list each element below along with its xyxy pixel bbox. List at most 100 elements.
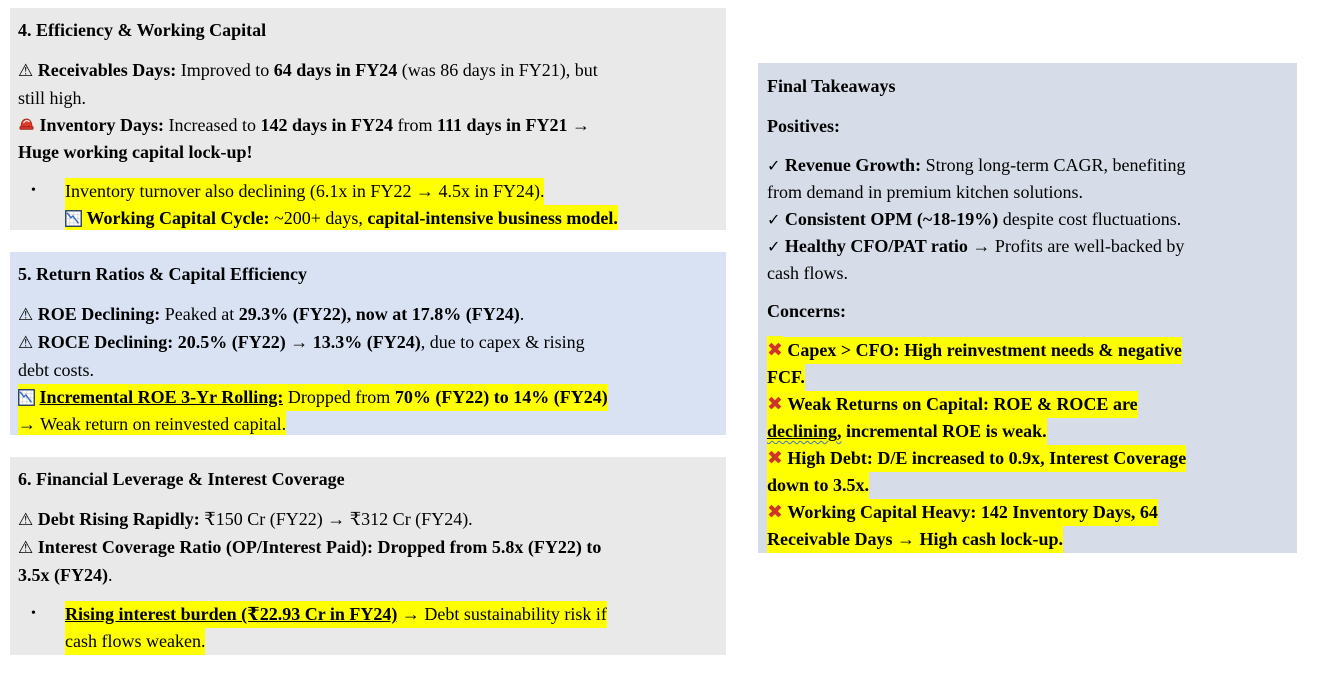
text-run: cash flows weaken. (65, 628, 206, 655)
text-run: 111 days in FY21 → (436, 115, 591, 135)
sub-heading: Positives: (767, 113, 1287, 140)
text-run: 29.3% (FY22), now at 17.8% (FY24) (238, 304, 520, 324)
text-run: Revenue Growth: (784, 155, 922, 175)
text-run: Receivables Days: (37, 60, 177, 80)
text-run (82, 205, 87, 230)
text-run: ROE Declining: (37, 304, 161, 324)
text-run: 3.5x (FY24) (18, 565, 108, 585)
text-run: down to 3.5x. (767, 472, 870, 499)
text-run: 4. Efficiency & Working Capital (18, 20, 267, 40)
text-run: Consistent OPM (~18-19%) (784, 209, 999, 229)
bullet-item: • Rising interest burden (₹22.93 Cr in FY… (18, 601, 714, 655)
text-run (782, 499, 788, 526)
text-run: Inventory Days: (39, 115, 165, 135)
text-run: 64 days in FY24 (273, 60, 398, 80)
section-title: 4. Efficiency & Working Capital (18, 17, 714, 44)
text-run (782, 391, 788, 418)
warning-icon: ⚠ (18, 538, 34, 558)
text-run: , due to capex & rising (420, 332, 585, 352)
bullet-text: Inventory turnover also declining (6.1x … (65, 178, 618, 230)
text-run: incremental ROE is weak. (841, 418, 1047, 445)
warning-icon: ⚠ (18, 333, 34, 353)
section-title: 6. Financial Leverage & Interest Coverag… (18, 466, 714, 493)
text-run: Huge working capital lock-up! (18, 142, 253, 162)
paragraph: ✖ Capex > CFO: High reinvestment needs &… (767, 336, 1287, 553)
text-run (782, 445, 788, 472)
text-run: FCF. (767, 364, 805, 391)
text-run: Peaked at (160, 304, 239, 324)
text-run: Healthy CFO/PAT ratio (784, 236, 968, 256)
text-run: 6. Financial Leverage & Interest Coverag… (18, 469, 345, 489)
text-run: Capex > CFO: High reinvestment needs & n… (787, 337, 1182, 364)
text-run: → Debt sustainability risk if (397, 601, 607, 628)
text-run: Concerns: (767, 301, 846, 321)
text-run: Interest Coverage Ratio (OP/Interest Pai… (37, 537, 602, 557)
chartdown-icon (18, 384, 35, 412)
warning-icon: ⚠ (18, 61, 34, 81)
text-run: 5. Return Ratios & Capital Efficiency (18, 264, 307, 284)
check-icon: ✓ (767, 156, 781, 175)
cross-icon: ✖ (767, 444, 783, 473)
text-run: debt costs. (18, 360, 94, 380)
bullet-item: • Inventory turnover also declining (6.1x… (18, 178, 714, 230)
text-run: . (107, 565, 113, 585)
text-run: (was 86 days in FY21), but (397, 60, 598, 80)
paragraph: ✓ Revenue Growth: Strong long-term CAGR,… (767, 152, 1287, 287)
text-run (782, 337, 788, 364)
text-run: Dropped from (283, 384, 395, 411)
text-run: capital-intensive business model. (367, 205, 618, 230)
bullet-text: Rising interest burden (₹22.93 Cr in FY2… (65, 601, 607, 655)
text-run: ~200+ days, (269, 205, 368, 230)
text-run: Positives: (767, 116, 840, 136)
paragraph: ⚠ Debt Rising Rapidly: ₹150 Cr (FY22) → … (18, 506, 714, 589)
text-run: 70% (FY22) to 14% (FY24) (394, 384, 608, 411)
text-run: declining, (767, 418, 842, 445)
paragraph: ⚠ ROE Declining: Peaked at 29.3% (FY22),… (18, 301, 714, 435)
check-icon: ✓ (767, 210, 781, 229)
bullet-marker: • (31, 606, 36, 621)
text-run: from demand in premium kitchen solutions… (767, 182, 1083, 202)
text-run: cash flows. (767, 263, 848, 283)
text-run (35, 384, 40, 411)
text-run: Incremental ROE 3-Yr Rolling: (39, 384, 284, 411)
text-run: → Profits are well-backed by (967, 236, 1185, 256)
cross-icon: ✖ (767, 390, 783, 419)
bullet-marker: • (31, 183, 36, 198)
text-run: Receivable Days → High cash lock-up. (767, 526, 1064, 553)
cross-icon: ✖ (767, 498, 783, 527)
sub-heading: Concerns: (767, 298, 1287, 325)
text-run: Working Capital Cycle: (86, 205, 270, 230)
section-financial-leverage-interest-coverage: 6. Financial Leverage & Interest Coverag… (10, 457, 726, 655)
text-run: Final Takeaways (767, 76, 896, 96)
text-run: 142 days in FY24 (260, 115, 393, 135)
text-run: High Debt: D/E increased to 0.9x, Intere… (787, 445, 1187, 472)
chartdown-icon (65, 205, 82, 230)
paragraph: ⚠ Receivables Days: Improved to 64 days … (18, 57, 714, 166)
text-run: from (392, 115, 437, 135)
section-return-ratios-capital-efficiency: 5. Return Ratios & Capital Efficiency ⚠ R… (10, 252, 726, 435)
section-final-takeaways: Final Takeaways Positives: ✓ Revenue Growt… (758, 63, 1297, 553)
section-title: 5. Return Ratios & Capital Efficiency (18, 261, 714, 288)
text-run: Improved to (176, 60, 274, 80)
warning-icon: ⚠ (18, 510, 34, 530)
cross-icon: ✖ (767, 336, 783, 365)
text-run: Increased to (164, 115, 261, 135)
text-run: still high. (18, 88, 87, 108)
text-run: Debt Rising Rapidly: (37, 509, 200, 529)
text-run: despite cost fluctuations. (998, 209, 1182, 229)
warning-icon: ⚠ (18, 305, 34, 325)
text-run: Strong long-term CAGR, benefiting (921, 155, 1186, 175)
text-run: ROCE Declining: 20.5% (FY22) → 13.3% (FY… (37, 332, 421, 352)
text-run: Rising interest burden (₹22.93 Cr in FY2… (65, 601, 398, 628)
text-run: Working Capital Heavy: 142 Inventory Day… (787, 499, 1158, 526)
text-run: ₹150 Cr (FY22) → ₹312 Cr (FY24). (199, 509, 473, 529)
text-run: declining, (767, 421, 842, 441)
text-run: → Weak return on reinvested capital. (18, 411, 287, 435)
section-efficiency-working-capital: 4. Efficiency & Working Capital ⚠ Receiva… (10, 8, 726, 230)
text-run: Weak Returns on Capital: ROE & ROCE are (787, 391, 1138, 418)
section-title: Final Takeaways (767, 73, 1287, 100)
check-icon: ✓ (767, 237, 781, 256)
text-run: Inventory turnover also declining (6.1x … (65, 178, 545, 205)
text-run: . (519, 304, 525, 324)
